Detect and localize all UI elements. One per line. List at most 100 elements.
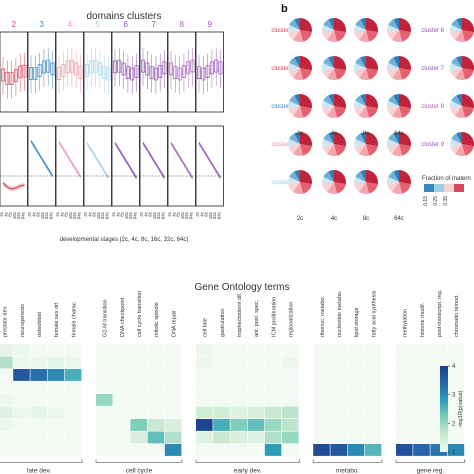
pie-slice <box>360 132 366 144</box>
box-frame <box>167 31 196 113</box>
heat-cell <box>447 394 465 406</box>
cluster-number: 2 <box>12 20 17 29</box>
stage-tick: 8c <box>204 211 209 217</box>
heat-cell <box>30 369 47 381</box>
boxplot-box <box>125 66 130 79</box>
pie-slice <box>387 138 399 147</box>
stage-tick: 2c <box>195 211 200 217</box>
stage-tick: 64c <box>217 211 222 219</box>
pie-slice <box>388 171 399 182</box>
pie-slice <box>462 18 474 33</box>
heat-cell <box>164 356 182 369</box>
cluster-number: 3 <box>40 20 45 29</box>
heat-cell <box>347 406 365 419</box>
box-frame <box>27 31 56 113</box>
heat-cell <box>330 381 347 394</box>
boxplot-box <box>46 59 51 73</box>
go-term-label: fatty acid synthesis <box>371 290 377 337</box>
heat-cell <box>47 419 65 431</box>
fraction-swatch <box>444 184 454 192</box>
pie-slice <box>323 95 334 106</box>
stage-tick: 64c <box>77 211 82 219</box>
colorbar-tick-label: 3 <box>452 393 456 399</box>
pie-slice <box>399 68 411 80</box>
pie-slice <box>451 95 462 106</box>
heat-cell <box>447 344 465 356</box>
stage-tick: 8c <box>92 211 97 217</box>
heat-cell <box>413 394 430 406</box>
heat-cell <box>196 344 213 356</box>
pie-slice <box>366 132 378 147</box>
heat-cell <box>64 406 82 419</box>
pie-slice <box>358 144 369 156</box>
colorbar-label: -log10(p(value) <box>458 390 464 427</box>
stage-tick: 32c <box>72 211 77 219</box>
heat-cell <box>230 381 247 394</box>
pie-col-label: 64c <box>394 216 404 222</box>
go-term-label: trophectoderm dif. <box>237 292 243 337</box>
heat-cell <box>147 369 165 381</box>
stage-tick: 32c <box>212 211 217 219</box>
line-frame <box>139 125 168 207</box>
pie-slice <box>323 133 334 144</box>
heat-cell <box>264 344 282 356</box>
pie-slice <box>391 68 402 81</box>
box-frame <box>139 31 168 113</box>
boxplot-box <box>41 60 46 74</box>
heat-cell <box>96 369 113 381</box>
boxplot-box <box>61 64 66 77</box>
pie-slice <box>328 132 334 144</box>
boxplot-box <box>141 59 145 73</box>
pie-slice <box>292 30 303 43</box>
trend-line <box>170 142 194 179</box>
heat-cell <box>264 394 282 406</box>
cluster-panel: 8 2c 4c 8c 16c 32c 64c <box>167 20 196 219</box>
heat-cell <box>247 356 265 369</box>
pie-slice <box>288 24 300 33</box>
pie-slice <box>328 170 334 182</box>
boxplot-box <box>130 67 135 81</box>
pie-slice <box>292 106 303 119</box>
heat-cell <box>430 394 447 406</box>
stage-tick: 2c <box>27 211 32 217</box>
cluster-panel: 6 2c 4c 8c 16c 32c 64c <box>111 20 140 219</box>
pie-slice <box>399 30 411 42</box>
heat-cell <box>164 406 182 419</box>
pie-chart <box>387 94 411 119</box>
pie-slice <box>326 182 337 194</box>
pie-chart <box>322 132 346 156</box>
cluster-number: 4 <box>68 20 73 29</box>
pie-row-label: cluster 4 <box>271 142 294 148</box>
heat-cell <box>164 381 182 394</box>
pie-slice <box>454 144 465 157</box>
heat-cell <box>247 419 265 431</box>
pie-slice <box>323 57 334 68</box>
heat-cell <box>113 369 130 381</box>
heat-cell <box>96 344 113 356</box>
pie-slice <box>358 182 369 195</box>
heat-cell <box>364 344 382 356</box>
stage-tick: 2c <box>111 211 116 217</box>
heat-cell <box>13 344 30 356</box>
boxplot-box <box>33 67 38 80</box>
heat-cell <box>430 444 447 456</box>
pie-slice <box>288 30 300 40</box>
pie-row-label: cluster 7 <box>421 66 444 72</box>
heat-cell <box>413 444 430 456</box>
trend-line <box>142 142 166 179</box>
heat-cell <box>30 381 47 394</box>
heat-cell <box>47 431 65 444</box>
heat-cell <box>13 431 30 444</box>
pie-slice <box>360 18 366 30</box>
boxplot-box <box>214 59 219 73</box>
boxplot-box <box>93 59 98 73</box>
pie-chart <box>387 170 411 195</box>
pie-slice <box>360 94 366 106</box>
line-frame <box>111 125 140 207</box>
pie-slice <box>450 106 462 116</box>
boxplot-box <box>9 72 14 85</box>
heat-cell <box>230 406 247 419</box>
pie-slice <box>462 68 474 80</box>
pie-slice <box>323 19 334 30</box>
